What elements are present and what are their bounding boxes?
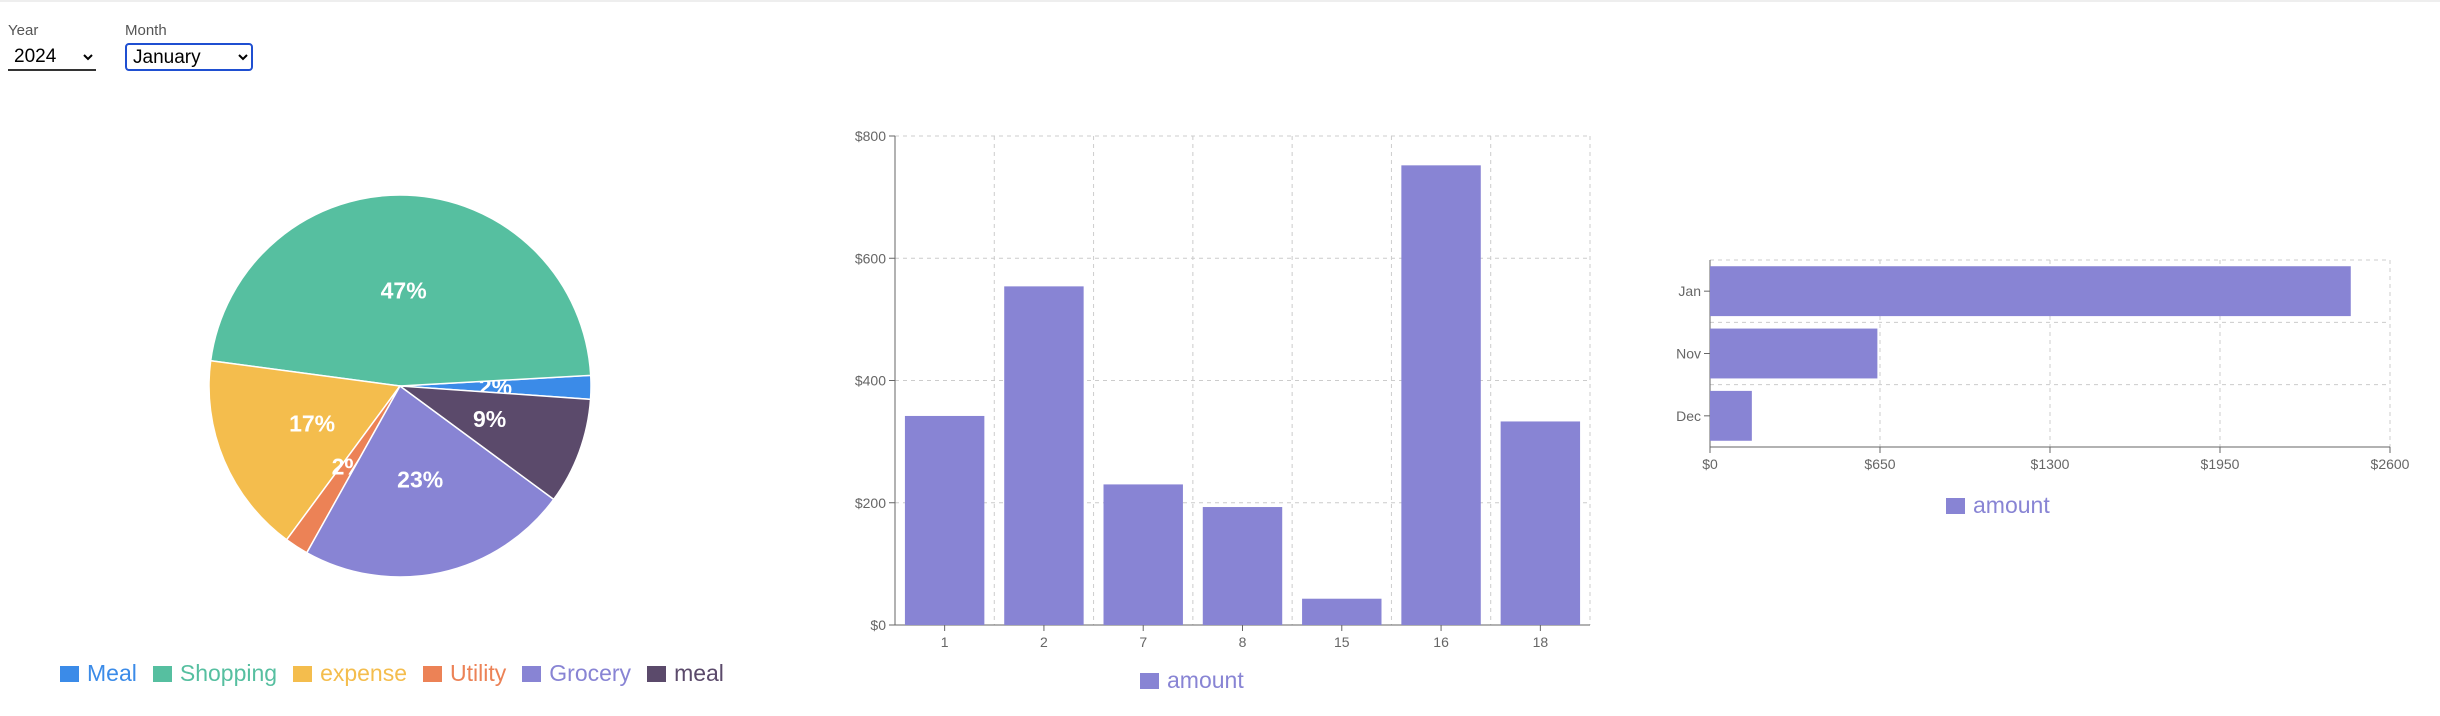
y-tick-label: Nov	[1676, 346, 1701, 362]
month-filter: Month January	[125, 22, 253, 71]
x-tick-label: 7	[1139, 634, 1147, 650]
pie-legend: Meal Shopping expense Utility Grocery meal	[60, 660, 740, 687]
pie-slice-meal[interactable]	[397, 385, 592, 501]
x-tick-label: $0	[1702, 456, 1718, 472]
pie-legend-label: Shopping	[179, 660, 278, 686]
daily-bar-legend-swatch	[1140, 672, 1159, 689]
pie-chart: 2%47%17%2%23%9%	[208, 194, 592, 578]
bar-day-7[interactable]	[1103, 484, 1183, 625]
pie-slice-label: 9%	[473, 406, 506, 432]
bar-month-jan[interactable]	[1710, 266, 2351, 317]
y-tick-label: $400	[855, 373, 886, 389]
daily-bar-legend-label: amount	[1167, 667, 1244, 693]
pie-legend-label: expense	[320, 660, 408, 686]
pie-slice-label: 17%	[289, 410, 335, 436]
x-tick-label: 2	[1040, 634, 1048, 650]
pie-legend-item: expense	[293, 660, 407, 687]
pie-legend-item: Meal	[60, 660, 137, 687]
bar-day-15[interactable]	[1302, 598, 1382, 625]
monthly-bar-legend-item: amount	[1946, 492, 2050, 519]
y-tick-label: $0	[870, 617, 886, 633]
pie-legend-label: Meal	[87, 660, 137, 686]
monthly-bar-chart: $0 $650 $1300 $1950 $2600 Jan Nov Dec	[1676, 259, 2410, 472]
year-filter: Year 2024	[8, 22, 96, 71]
daily-bar-chart: $0 $200 $400 $600 $800 1 2 7 8 15 16 18	[855, 128, 1591, 650]
x-tick-label: 1	[941, 634, 949, 650]
bar-day-8[interactable]	[1202, 507, 1283, 625]
monthly-bar-legend-swatch	[1946, 497, 1965, 514]
y-tick-label: $800	[855, 128, 886, 144]
bar-day-16[interactable]	[1401, 165, 1481, 625]
x-tick-label: 18	[1533, 634, 1549, 650]
pie-legend-item: Grocery	[522, 660, 631, 687]
pie-legend-swatch	[423, 665, 443, 682]
x-tick-label: 16	[1433, 634, 1449, 650]
bar-day-2[interactable]	[1004, 286, 1084, 625]
y-tick-label: Dec	[1676, 408, 1701, 424]
pie-legend-swatch	[152, 665, 172, 682]
y-tick-label: $600	[855, 250, 886, 266]
pie-legend-swatch	[522, 665, 542, 682]
y-tick-label: $200	[855, 495, 886, 511]
pie-legend-item: Shopping	[152, 660, 278, 687]
pie-legend-swatch	[60, 665, 79, 682]
x-tick-label: 15	[1334, 634, 1350, 650]
x-tick-label: $1950	[2201, 456, 2240, 472]
x-tick-label: $1300	[2031, 456, 2070, 472]
pie-slice-expense[interactable]	[208, 359, 402, 541]
top-border	[0, 0, 2440, 2]
year-select[interactable]: 2024	[8, 43, 96, 71]
pie-legend-label: meal	[674, 660, 724, 686]
y-tick-label: Jan	[1678, 283, 1701, 299]
bar-month-nov[interactable]	[1710, 328, 1878, 379]
bar-day-18[interactable]	[1500, 421, 1581, 625]
pie-legend-item: Utility	[423, 660, 506, 687]
monthly-bar-legend-label: amount	[1973, 492, 2050, 518]
daily-bar-legend: amount	[1140, 667, 1260, 694]
monthly-bar-legend: amount	[1946, 492, 2066, 519]
pie-legend-label: Grocery	[549, 660, 632, 686]
month-select[interactable]: January	[125, 43, 253, 71]
bar-day-1[interactable]	[904, 415, 985, 625]
x-tick-label: $2600	[2371, 456, 2410, 472]
pie-legend-swatch	[647, 665, 667, 682]
pie-slice-label: 23%	[397, 466, 443, 492]
x-tick-label: 8	[1239, 634, 1247, 650]
pie-legend-item: meal	[647, 660, 724, 687]
pie-legend-label: Utility	[450, 660, 507, 686]
year-filter-label: Year	[8, 22, 39, 39]
pie-slice-shopping[interactable]	[209, 194, 592, 387]
x-tick-label: $650	[1864, 456, 1895, 472]
pie-legend-swatch	[293, 665, 313, 682]
pie-slice-label: 47%	[381, 278, 427, 304]
pie-slice-grocery[interactable]	[305, 384, 555, 578]
bar-month-dec[interactable]	[1710, 390, 1752, 441]
daily-bar-legend-item: amount	[1140, 667, 1244, 694]
month-filter-label: Month	[125, 22, 167, 39]
